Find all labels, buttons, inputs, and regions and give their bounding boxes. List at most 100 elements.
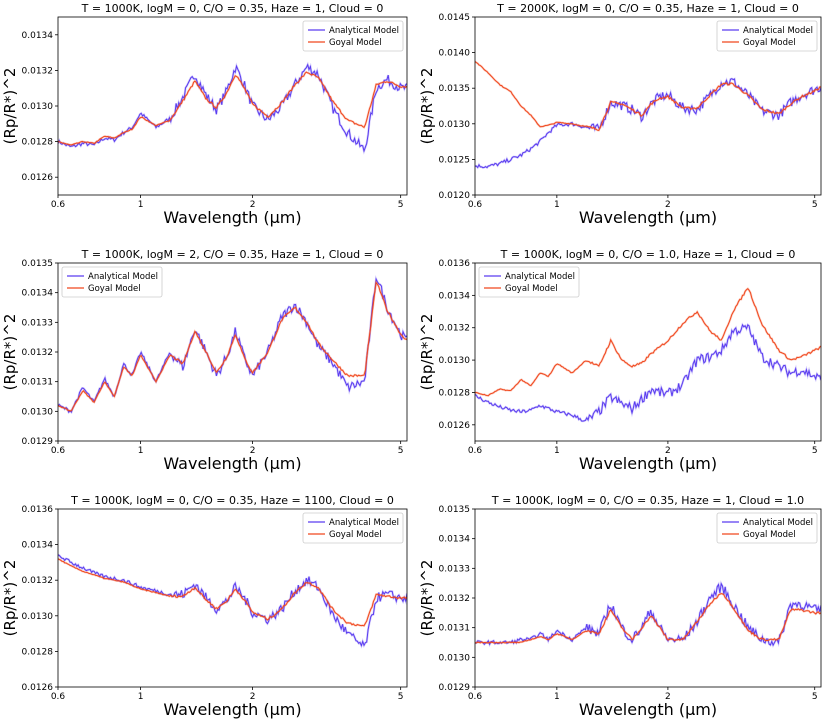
series-line-analytical bbox=[475, 78, 821, 169]
legend-label: Goyal Model bbox=[505, 284, 558, 294]
chart-title: T = 2000K, logM = 0, C/O = 0.35, Haze = … bbox=[496, 2, 799, 15]
x-tick-label: 1 bbox=[554, 446, 560, 456]
y-tick-label: 0.0128 bbox=[22, 647, 54, 657]
y-axis-label: (Rp/R*)^2 bbox=[1, 68, 19, 145]
y-tick-label: 0.0128 bbox=[439, 388, 471, 398]
y-tick-label: 0.0135 bbox=[22, 259, 54, 269]
chart-title: T = 1000K, logM = 0, C/O = 0.35, Haze = … bbox=[491, 494, 804, 507]
series-halo-goyal bbox=[475, 287, 821, 397]
axes-frame bbox=[474, 262, 822, 442]
legend-label: Goyal Model bbox=[329, 38, 382, 48]
x-tick-label: 2 bbox=[250, 446, 256, 456]
plot-area bbox=[58, 275, 407, 415]
y-tick-label: 0.0140 bbox=[439, 49, 471, 59]
y-tick-label: 0.0135 bbox=[439, 84, 471, 94]
y-axis-label: (Rp/R*)^2 bbox=[418, 68, 436, 145]
legend-label: Analytical Model bbox=[88, 272, 158, 282]
legend: Analytical Model Goyal Model bbox=[61, 266, 163, 298]
series-halo-analytical bbox=[475, 580, 821, 648]
x-tick-label: 0.6 bbox=[468, 692, 483, 702]
x-tick-label: 0.6 bbox=[51, 200, 66, 210]
y-tick-label: 0.0132 bbox=[22, 348, 54, 358]
series-line-analytical bbox=[58, 554, 407, 648]
y-tick-label: 0.0133 bbox=[22, 318, 54, 328]
axes-frame bbox=[57, 508, 408, 688]
y-tick-label: 0.0132 bbox=[439, 594, 471, 604]
legend-label: Goyal Model bbox=[743, 530, 796, 540]
legend-label: Goyal Model bbox=[743, 38, 796, 48]
series-halo-goyal bbox=[475, 60, 821, 132]
y-tick-label: 0.0126 bbox=[439, 421, 471, 431]
legend-label: Analytical Model bbox=[743, 518, 813, 528]
y-tick-label: 0.0130 bbox=[22, 612, 54, 622]
legend-box bbox=[61, 266, 163, 298]
y-tick-label: 0.0126 bbox=[22, 683, 54, 693]
y-tick-label: 0.0133 bbox=[439, 564, 471, 574]
series-line-goyal bbox=[475, 593, 821, 644]
x-tick-label: 0.6 bbox=[468, 200, 483, 210]
y-tick-label: 0.0129 bbox=[22, 437, 54, 447]
series-halo-goyal bbox=[475, 592, 821, 645]
x-tick-label: 5 bbox=[398, 692, 404, 702]
y-tick-label: 0.0130 bbox=[439, 356, 471, 366]
y-axis-label: (Rp/R*)^2 bbox=[1, 560, 19, 637]
y-tick-label: 0.0130 bbox=[22, 102, 54, 112]
series-halo-goyal bbox=[58, 279, 407, 413]
axes-frame bbox=[474, 16, 822, 196]
series-line-goyal bbox=[58, 71, 407, 146]
chart-title: T = 1000K, logM = 0, C/O = 1.0, Haze = 1… bbox=[500, 248, 796, 261]
y-tick-label: 0.0131 bbox=[439, 624, 471, 634]
chart-panel-1: T = 1000K, logM = 0, C/O = 0.35, Haze = … bbox=[1, 2, 408, 227]
y-tick-label: 0.0134 bbox=[439, 535, 471, 545]
series-line-goyal bbox=[58, 558, 407, 627]
legend-label: Goyal Model bbox=[88, 284, 141, 294]
x-tick-label: 2 bbox=[665, 200, 671, 210]
y-tick-label: 0.0145 bbox=[439, 13, 471, 23]
series-line-goyal bbox=[58, 281, 407, 412]
series-halo-analytical bbox=[475, 322, 821, 423]
series-line-goyal bbox=[475, 288, 821, 397]
legend-box bbox=[302, 20, 404, 52]
y-tick-label: 0.0129 bbox=[439, 683, 471, 693]
chart-panel-2: T = 2000K, logM = 0, C/O = 0.35, Haze = … bbox=[418, 2, 822, 227]
y-tick-label: 0.0131 bbox=[22, 378, 54, 388]
y-tick-label: 0.0136 bbox=[439, 259, 471, 269]
y-tick-label: 0.0134 bbox=[22, 289, 54, 299]
series-halo-goyal bbox=[58, 557, 407, 628]
legend-box bbox=[478, 266, 580, 298]
series-line-goyal bbox=[475, 61, 821, 131]
plot-area bbox=[475, 580, 821, 648]
legend-label: Analytical Model bbox=[329, 518, 399, 528]
y-tick-label: 0.0130 bbox=[439, 120, 471, 130]
legend-label: Analytical Model bbox=[329, 26, 399, 36]
legend-label: Goyal Model bbox=[329, 530, 382, 540]
y-tick-label: 0.0134 bbox=[22, 31, 54, 41]
series-halo-analytical bbox=[475, 77, 821, 170]
x-tick-label: 0.6 bbox=[468, 446, 483, 456]
chart-panel-6: T = 1000K, logM = 0, C/O = 0.35, Haze = … bbox=[418, 494, 822, 719]
x-axis-label: Wavelength (μm) bbox=[579, 454, 717, 473]
chart-title: T = 1000K, logM = 0, C/O = 0.35, Haze = … bbox=[81, 2, 384, 15]
x-tick-label: 5 bbox=[812, 446, 818, 456]
series-halo-goyal bbox=[58, 70, 407, 147]
x-axis-label: Wavelength (μm) bbox=[163, 700, 301, 719]
x-tick-label: 1 bbox=[554, 692, 560, 702]
x-tick-label: 1 bbox=[554, 200, 560, 210]
chart-panel-5: T = 1000K, logM = 0, C/O = 0.35, Haze = … bbox=[1, 494, 408, 719]
legend-box bbox=[302, 512, 404, 544]
legend-label: Analytical Model bbox=[505, 272, 575, 282]
plot-area bbox=[58, 61, 407, 155]
x-tick-label: 2 bbox=[665, 446, 671, 456]
plot-area bbox=[475, 287, 821, 423]
chart-title: T = 1000K, logM = 0, C/O = 0.35, Haze = … bbox=[70, 494, 394, 507]
y-tick-label: 0.0126 bbox=[22, 173, 54, 183]
y-tick-label: 0.0134 bbox=[22, 541, 54, 551]
y-tick-label: 0.0125 bbox=[439, 155, 471, 165]
y-axis-label: (Rp/R*)^2 bbox=[1, 314, 19, 391]
legend-box bbox=[716, 20, 818, 52]
chart-panel-4: T = 1000K, logM = 0, C/O = 1.0, Haze = 1… bbox=[418, 248, 822, 473]
x-tick-label: 5 bbox=[398, 200, 404, 210]
y-tick-label: 0.0135 bbox=[439, 505, 471, 515]
legend: Analytical Model Goyal Model bbox=[302, 512, 404, 544]
x-axis-label: Wavelength (μm) bbox=[163, 208, 301, 227]
